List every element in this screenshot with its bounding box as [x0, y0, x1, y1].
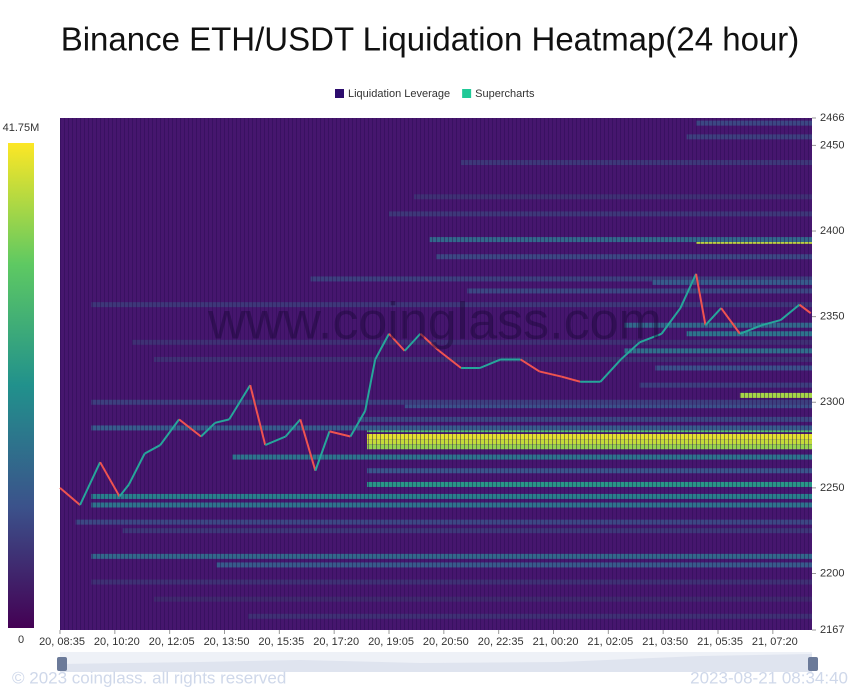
price-segment — [660, 307, 682, 335]
x-tick-label: 21, 00:20 — [533, 636, 579, 648]
price-segment — [520, 358, 540, 373]
price-segment — [299, 419, 317, 472]
watermark: www.coinglass.com — [207, 293, 662, 351]
price-segment — [679, 273, 697, 309]
price-segment — [695, 273, 707, 326]
x-tick-label: 20, 19:05 — [368, 636, 414, 648]
price-segment — [739, 324, 763, 335]
price-segment — [144, 444, 161, 455]
y-tick-label: 2200 — [820, 567, 844, 579]
y-tick-label: 2466 — [820, 112, 844, 124]
y-tick-label: 2450 — [820, 139, 844, 151]
stripe-texture — [60, 118, 812, 630]
price-segment — [264, 435, 286, 446]
legend-label: Supercharts — [475, 88, 535, 100]
price-segment — [228, 384, 252, 420]
price-segment — [561, 375, 581, 383]
y-tick-label: 2350 — [820, 311, 844, 323]
legend-swatch — [462, 89, 472, 98]
x-tick-label: 20, 10:20 — [94, 636, 140, 648]
price-segment — [720, 307, 741, 335]
x-tick-label: 21, 02:05 — [587, 636, 633, 648]
price-segment — [128, 453, 146, 485]
price-segment — [419, 333, 440, 352]
x-tick-label: 20, 13:50 — [204, 636, 250, 648]
chart-title: Binance ETH/USDT Liquidation Heatmap(24 … — [61, 21, 800, 58]
price-segment — [284, 418, 302, 438]
price-segment — [329, 430, 351, 438]
price-segment — [349, 410, 367, 437]
x-tick-label: 21, 03:50 — [642, 636, 688, 648]
price-segment — [374, 333, 390, 360]
y-tick-label: 2400 — [820, 225, 844, 237]
legend-swatch — [335, 89, 344, 98]
x-tick-label: 21, 05:35 — [697, 636, 743, 648]
price-segment — [79, 461, 102, 506]
price-segment — [118, 483, 130, 498]
price-segment — [314, 431, 331, 472]
timestamp: 2023-08-21 08:34:40 — [690, 668, 848, 687]
x-tick-label: 20, 08:35 — [39, 636, 85, 648]
price-segment — [364, 359, 377, 412]
price-segment — [761, 319, 781, 327]
price-segment — [639, 332, 662, 344]
y-tick-label: 2167 — [820, 624, 844, 636]
price-segment — [178, 418, 202, 438]
y-tick-label: 2300 — [820, 396, 844, 408]
color-bar-label: 41.75M — [3, 122, 40, 134]
price-segment — [539, 370, 562, 378]
y-tick-label: 2250 — [820, 482, 844, 494]
x-tick-label: 20, 22:35 — [478, 636, 524, 648]
price-segment — [388, 333, 406, 352]
color-bar — [8, 143, 34, 628]
axes: 2167 2200 2250 2300 2350 2400 2450 2466 20, 08:3… — [3, 112, 845, 648]
color-bar-label: 0 — [18, 634, 24, 646]
navigator-area — [60, 654, 812, 672]
x-tick-label: 21, 07:20 — [752, 636, 798, 648]
legend-label: Liquidation Leverage — [348, 88, 450, 100]
price-segment — [479, 358, 501, 369]
price-segment — [620, 341, 641, 361]
price-segment — [780, 303, 801, 321]
x-tick-label: 20, 17:20 — [313, 636, 359, 648]
price-segment — [704, 307, 722, 326]
x-tick-label: 20, 15:35 — [258, 636, 304, 648]
x-tick-label: 20, 20:50 — [423, 636, 469, 648]
price-segment — [438, 350, 462, 369]
price-segment — [59, 487, 81, 506]
x-tick-label: 20, 12:05 — [149, 636, 195, 648]
copyright: © 2023 coinglass. all rights reserved — [12, 668, 286, 687]
price-segment — [159, 418, 180, 446]
price-segment — [798, 303, 812, 315]
price-segment — [599, 358, 622, 383]
price-segment — [403, 333, 422, 352]
price-segment — [249, 384, 267, 446]
price-segment — [200, 422, 216, 438]
legend: Liquidation Leverage Supercharts — [335, 88, 535, 100]
price-segment — [99, 461, 121, 497]
navigator-handle[interactable] — [57, 657, 67, 671]
navigator-handle[interactable] — [808, 657, 818, 671]
price — [59, 273, 812, 506]
price-segment — [214, 418, 230, 424]
